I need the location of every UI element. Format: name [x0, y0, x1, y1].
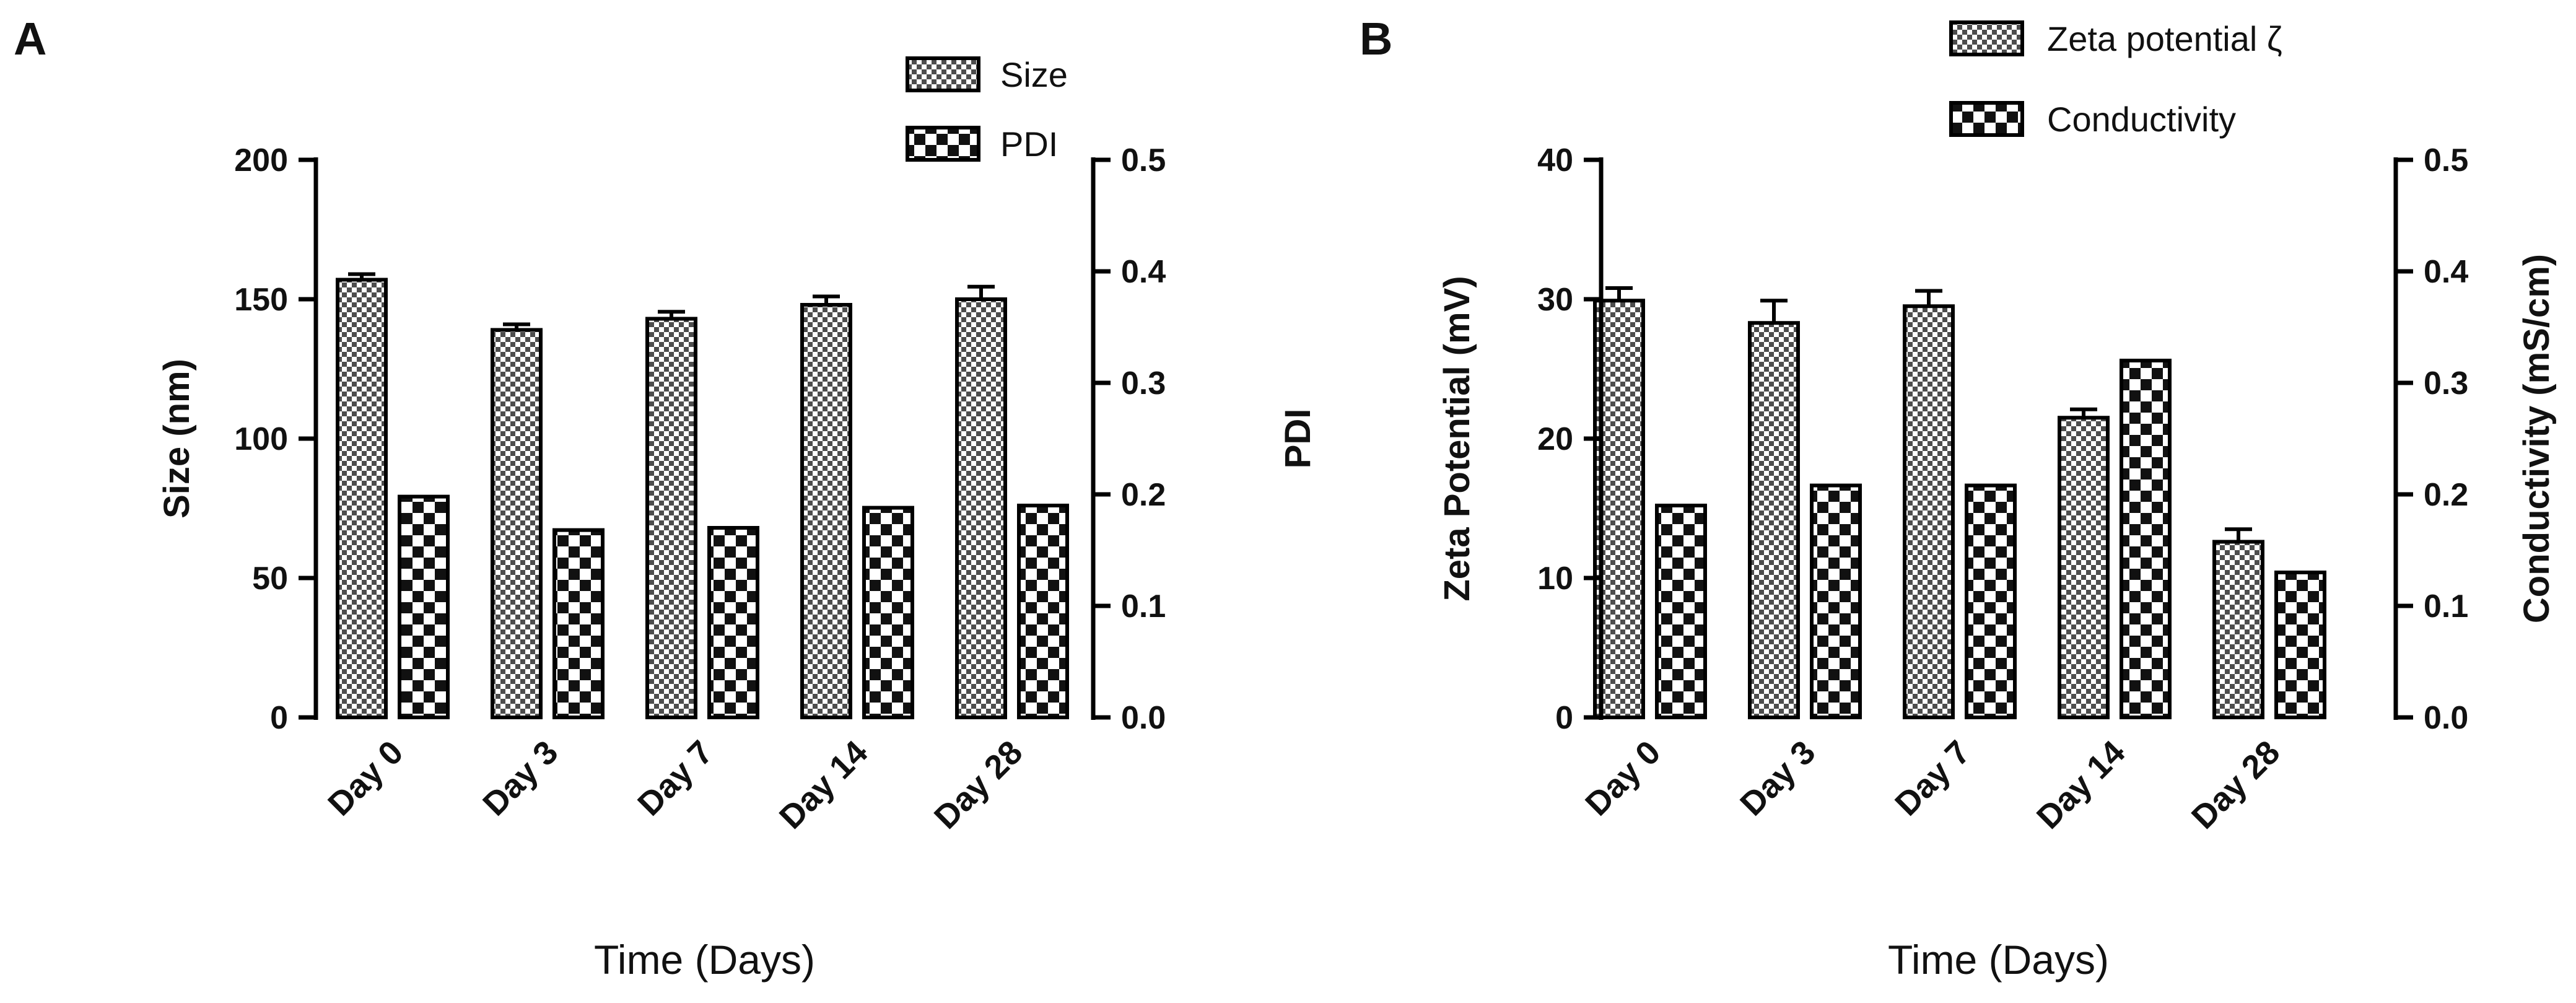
- bar-primary: [2212, 540, 2264, 719]
- y-tick-label-right: 0.0: [1121, 700, 1166, 736]
- y-tick-label-right: 0.3: [2424, 366, 2468, 401]
- x-tick-label: Day 28: [927, 734, 1030, 836]
- legend-label: PDI: [1000, 125, 1058, 164]
- panel-b: B Day 0 Day 3 Day 7 Day 14 Day 28 0 10 20 30 40 0.…: [1360, 13, 2557, 983]
- y-tick-label-right: 0.2: [1121, 477, 1166, 513]
- panel-a-letter: A: [14, 13, 46, 64]
- chart-a-plot: Day 0 Day 3 Day 7 Day 14 Day 28 0 50 100 150 200 0…: [157, 55, 1318, 983]
- y-tick-label-right: 0.3: [1121, 366, 1166, 401]
- chart-b-plot: Day 0 Day 3 Day 7 Day 14 Day 28 0 10 20 30 40 0.0 0…: [1437, 19, 2557, 983]
- y-tick-label-left: 150: [234, 282, 288, 318]
- bar-primary: [1748, 321, 1800, 719]
- y-tick-label-right: 0.2: [2424, 477, 2468, 513]
- bar-secondary: [2274, 571, 2326, 719]
- y-axis-title-right: PDI: [1278, 409, 1318, 469]
- y-tick-label-right: 0.5: [2424, 142, 2468, 178]
- x-axis-title: Time (Days): [594, 937, 815, 983]
- bar-secondary: [1655, 504, 1707, 719]
- y-tick-label-left: 10: [1537, 561, 1573, 597]
- x-tick-label: Day 3: [476, 734, 565, 823]
- legend-label: Zeta potential ζ: [2047, 19, 2282, 58]
- x-tick-label: Day 0: [321, 734, 410, 823]
- x-tick-label: Day 28: [2185, 734, 2287, 836]
- x-axis-title: Time (Days): [1888, 937, 2109, 983]
- y-axis-title-right: Conductivity (mS/cm): [2517, 254, 2557, 623]
- legend-swatch: [1949, 20, 2024, 56]
- x-tick-label: Day 14: [2030, 734, 2133, 836]
- bar-secondary: [862, 506, 914, 719]
- y-tick-label-right: 0.1: [2424, 589, 2468, 624]
- y-axis-title-left: Size (nm): [157, 359, 197, 519]
- bar-secondary: [552, 528, 605, 719]
- y-tick-label-right: 0.0: [2424, 700, 2468, 736]
- bar-primary: [955, 297, 1007, 719]
- bar-primary: [491, 328, 543, 719]
- y-tick-label-left: 0: [270, 700, 288, 736]
- bar-secondary: [1965, 483, 2017, 719]
- y-tick-label-left: 40: [1537, 142, 1573, 178]
- legend-label: Size: [1000, 55, 1068, 94]
- bar-secondary: [1810, 483, 1862, 719]
- panel-b-letter: B: [1360, 13, 1392, 64]
- legend-swatch: [1949, 101, 2024, 137]
- y-tick-label-right: 0.5: [1121, 142, 1166, 178]
- y-tick-label-left: 50: [252, 561, 288, 597]
- bar-secondary: [398, 494, 450, 719]
- bar-secondary: [1017, 504, 1069, 719]
- legend-label: Conductivity: [2047, 100, 2236, 139]
- y-tick-label-right: 0.1: [1121, 589, 1166, 624]
- x-tick-label: Day 0: [1578, 734, 1667, 823]
- bar-primary: [645, 317, 697, 719]
- bar-primary: [336, 278, 388, 719]
- bar-secondary: [2120, 359, 2172, 719]
- x-tick-label: Day 7: [1888, 734, 1977, 823]
- y-axis-title-left: Zeta Potential (mV): [1437, 276, 1477, 601]
- y-tick-label-left: 0: [1555, 700, 1573, 736]
- x-tick-label: Day 3: [1733, 734, 1822, 823]
- y-tick-label-left: 200: [234, 142, 288, 178]
- legend-swatch: [906, 56, 980, 92]
- y-tick-label-left: 20: [1537, 421, 1573, 457]
- y-tick-label-right: 0.4: [2424, 254, 2468, 290]
- bar-primary: [1903, 304, 1955, 719]
- x-tick-label: Day 7: [631, 734, 720, 823]
- x-tick-label: Day 14: [772, 734, 875, 836]
- bar-primary: [2058, 416, 2110, 719]
- legend-swatch: [906, 126, 980, 162]
- y-tick-label-right: 0.4: [1121, 254, 1166, 290]
- y-tick-label-left: 30: [1537, 282, 1573, 318]
- bar-secondary: [707, 526, 759, 719]
- y-tick-label-left: 100: [234, 421, 288, 457]
- panel-a: A Day 0 Day 3 Day 7 Day 14 Day 28 0 50 100 150 20…: [14, 13, 1318, 983]
- bar-primary: [800, 303, 852, 719]
